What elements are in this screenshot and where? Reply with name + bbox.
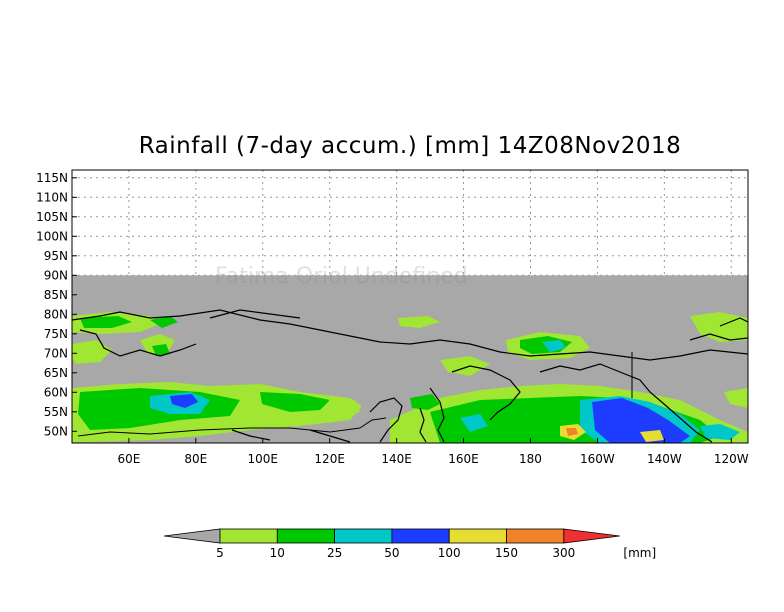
political-borders <box>77 352 633 437</box>
plot-frame <box>71 169 749 444</box>
x-tick-label: 160E <box>448 452 479 466</box>
x-tick-label: 120W <box>714 452 749 466</box>
x-tick-label: 100E <box>248 452 279 466</box>
overlay-text: Fatima Oriol Undefined <box>215 264 468 289</box>
colorbar-label: 50 <box>384 546 399 560</box>
x-tick-label: 60E <box>117 452 140 466</box>
y-tick-label: 70N <box>44 346 68 360</box>
coastlines <box>71 309 749 443</box>
colorbar-swatch <box>334 528 393 544</box>
colorbar-label: 100 <box>438 546 461 560</box>
colorbar-swatch <box>219 528 278 544</box>
x-tick-label: 140W <box>647 452 682 466</box>
colorbar-legend: 5 10 25 50 100 150 300 [mm] <box>163 528 656 560</box>
y-tick-label: 90N <box>44 268 68 282</box>
colorbar-label: 300 <box>552 546 575 560</box>
colorbar-unit: [mm] <box>623 546 656 560</box>
colorbar-swatch <box>276 528 335 544</box>
colorbar-label: 25 <box>327 546 342 560</box>
y-tick-label: 85N <box>44 288 68 302</box>
colorbar-swatch <box>448 528 507 544</box>
map-title: Rainfall (7-day accum.) [mm] 14Z08Nov201… <box>138 133 682 159</box>
colorbar-label: 150 <box>495 546 518 560</box>
colorbar-label: 10 <box>270 546 285 560</box>
y-axis: 115N 110N 105N 100N 95N 90N 85N 80N 75N 70N 65N 60N… <box>36 171 77 438</box>
y-tick-label: 75N <box>44 327 68 341</box>
rainfall-patches <box>72 312 748 443</box>
y-tick-label: 105N <box>36 210 68 224</box>
y-tick-label: 100N <box>36 229 68 243</box>
x-axis: 60E 80E 100E 120E 140E 160E 180 160W 140W 120W <box>117 438 749 466</box>
y-tick-label: 50N <box>44 424 68 438</box>
y-tick-label: 55N <box>44 405 68 419</box>
colorbar-under-triangle <box>163 528 221 544</box>
y-tick-label: 115N <box>36 171 68 185</box>
y-tick-label: 80N <box>44 307 68 321</box>
x-tick-label: 80E <box>184 452 207 466</box>
x-tick-label: 140E <box>381 452 412 466</box>
y-tick-label: 65N <box>44 366 68 380</box>
y-tick-label: 60N <box>44 385 68 399</box>
y-tick-label: 95N <box>44 249 68 263</box>
colorbar-label: 5 <box>216 546 224 560</box>
x-tick-label: 120E <box>314 452 345 466</box>
colorbar-swatch <box>506 528 565 544</box>
x-tick-label: 180 <box>519 452 542 466</box>
colorbar-swatch <box>391 528 450 544</box>
colorbar-over-triangle <box>563 528 620 544</box>
y-tick-label: 110N <box>36 190 68 204</box>
x-tick-label: 160W <box>580 452 615 466</box>
